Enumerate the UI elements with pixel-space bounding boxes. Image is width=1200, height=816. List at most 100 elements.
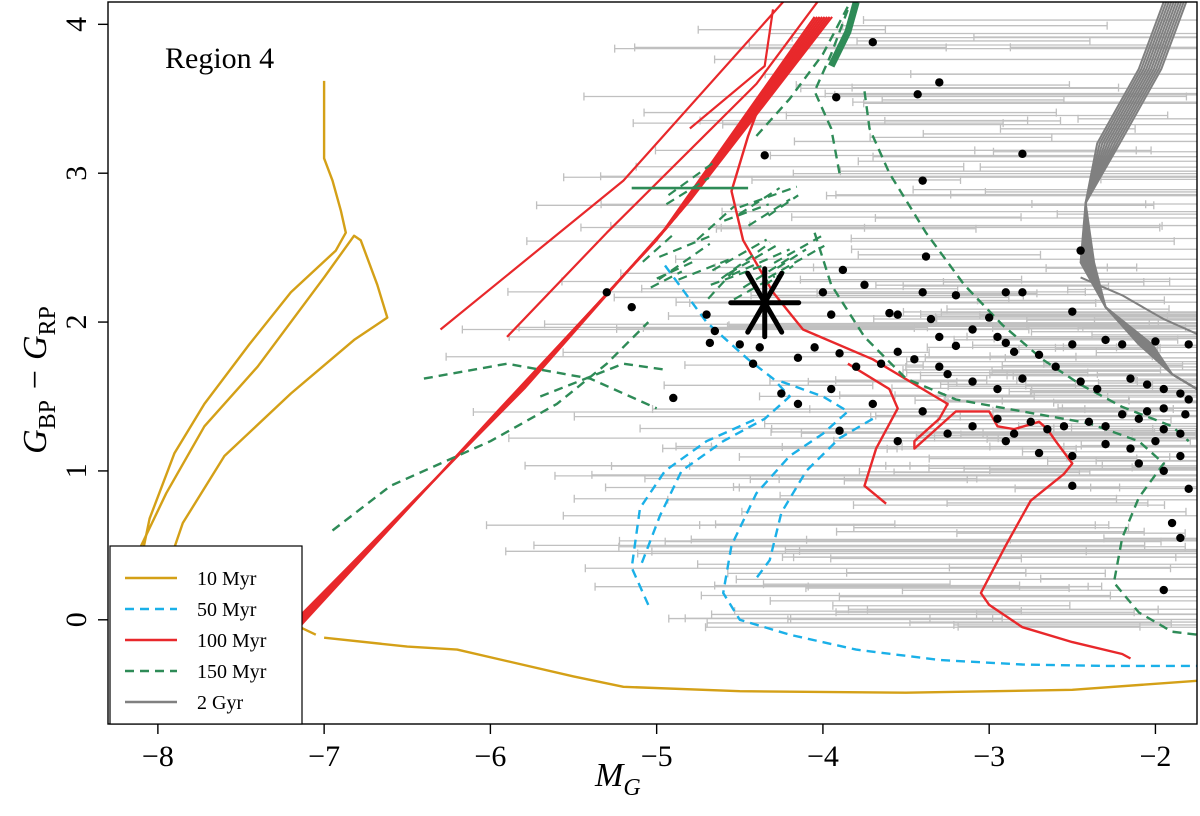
data-point (993, 384, 1002, 394)
data-point (1068, 307, 1077, 316)
data-point (913, 90, 922, 99)
data-point (835, 349, 844, 358)
x-axis-label: MG (594, 757, 641, 801)
isochrone-150myr (755, 5, 849, 137)
plot-area (123, 2, 1197, 694)
data-point (935, 78, 944, 87)
data-point (968, 422, 977, 431)
data-point (926, 314, 936, 324)
data-point (1181, 410, 1190, 419)
data-point (935, 332, 944, 342)
data-point (702, 310, 711, 319)
y-tick-label: 4 (60, 17, 93, 32)
data-point (868, 399, 877, 409)
data-point (1117, 340, 1127, 349)
data-points (602, 37, 1193, 595)
data-point (1018, 288, 1027, 297)
isochrone-150myr (696, 205, 735, 241)
y-axis: 0 1 2 3 4 (60, 17, 108, 627)
x-tick-label: −6 (474, 740, 506, 773)
data-point (1051, 362, 1060, 371)
data-point (1134, 414, 1144, 424)
y-tick-label: 3 (60, 166, 93, 181)
error-bars (445, 16, 1197, 632)
isochrone-10myr (323, 636, 1197, 694)
isochrone-2gyr (1084, 2, 1197, 390)
isochrone-100myr (506, 2, 819, 338)
data-point (835, 426, 844, 435)
data-point (748, 359, 758, 368)
y-axis-label: GBP − GRP (17, 306, 61, 454)
data-point (918, 176, 927, 185)
data-point (760, 151, 769, 160)
data-point (1068, 340, 1077, 349)
data-point (1176, 389, 1185, 398)
data-point (921, 252, 931, 261)
isochrone-150myr (423, 362, 658, 410)
data-point (755, 343, 764, 352)
isochrone-150myr (728, 242, 781, 275)
isochrone-150myr (738, 187, 781, 216)
isochrone-150myr (707, 264, 740, 300)
isochrone-150myr (731, 248, 791, 276)
data-point (705, 338, 715, 348)
data-point (1026, 417, 1035, 427)
data-point (1001, 338, 1011, 348)
isochrone-100myr (689, 9, 775, 130)
legend-label: 2 Gyr (197, 692, 243, 714)
data-point (1084, 417, 1094, 427)
data-point (777, 389, 786, 398)
data-point (1068, 451, 1077, 461)
data-point (876, 359, 886, 368)
legend: 10 Myr 50 Myr 100 Myr 150 Myr 2 Gyr (109, 545, 303, 725)
data-point (735, 340, 744, 349)
data-point (993, 332, 1002, 342)
isochrone-150myr (828, 2, 860, 68)
data-point (943, 429, 952, 438)
y-tick-label: 1 (60, 463, 93, 478)
data-point (918, 288, 927, 297)
isochrone-150myr (665, 176, 710, 206)
isochrone-50myr (755, 417, 874, 579)
data-point (860, 280, 869, 290)
data-point (1009, 429, 1019, 438)
data-point (1009, 347, 1019, 357)
data-point (1101, 335, 1110, 345)
data-point (793, 353, 803, 362)
isochrone-100myr (847, 362, 899, 505)
isochrone-150myr (813, 232, 1197, 636)
isochrone-150myr (658, 242, 711, 281)
data-point (1184, 395, 1193, 404)
data-point (1101, 422, 1110, 431)
data-point (918, 407, 927, 416)
legend-label: 10 Myr (197, 568, 257, 590)
data-point (627, 302, 636, 312)
legend-box (109, 545, 303, 725)
isochrone-150myr (331, 321, 650, 532)
data-point (968, 377, 977, 386)
data-point (1101, 439, 1110, 449)
data-point (943, 369, 952, 379)
data-point (951, 291, 961, 300)
data-point (1126, 444, 1135, 453)
isochrone-50myr (722, 380, 1197, 668)
y-tick-label: 2 (60, 315, 93, 330)
data-point (669, 393, 678, 403)
isochrone-150myr (863, 91, 1190, 443)
isochrone-150myr (747, 198, 791, 227)
highlight-star (728, 266, 802, 340)
data-point (968, 325, 977, 334)
data-point (868, 37, 877, 47)
data-point (893, 436, 902, 446)
data-point (838, 265, 848, 275)
isochrone-150myr (642, 234, 674, 263)
legend-label: 150 Myr (197, 661, 267, 683)
data-point (1117, 410, 1127, 419)
isochrone-150myr (667, 162, 714, 196)
x-axis: −8 −7 −6 −5 −4 −3 −2 (142, 724, 1171, 773)
data-point (1001, 436, 1011, 446)
isochrone-150myr (723, 203, 770, 222)
data-point (1184, 484, 1193, 493)
data-point (1142, 407, 1152, 416)
isochrone-100myr (730, 90, 1132, 660)
